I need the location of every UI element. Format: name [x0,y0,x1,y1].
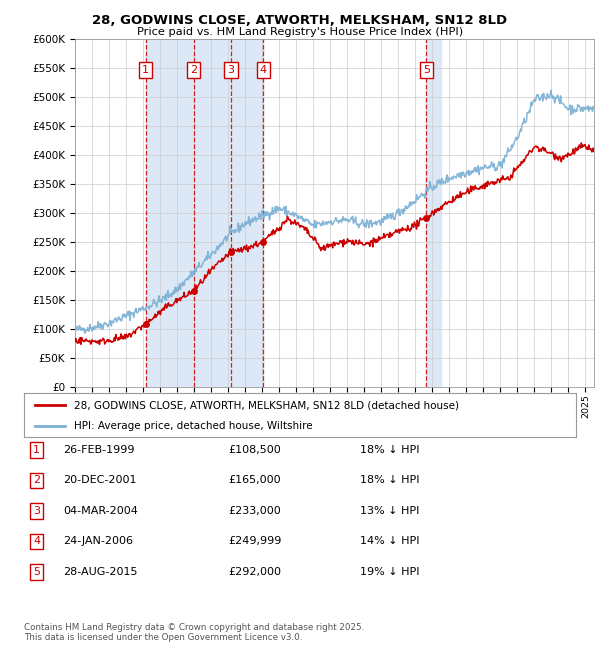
Text: 2: 2 [190,65,197,75]
Text: 3: 3 [227,65,235,75]
Text: £233,000: £233,000 [228,506,281,516]
Text: 5: 5 [423,65,430,75]
Text: 26-FEB-1999: 26-FEB-1999 [63,445,134,455]
Text: 28, GODWINS CLOSE, ATWORTH, MELKSHAM, SN12 8LD (detached house): 28, GODWINS CLOSE, ATWORTH, MELKSHAM, SN… [74,400,458,410]
Bar [146,39,194,387]
Text: 5: 5 [33,567,40,577]
Text: 1: 1 [142,65,149,75]
Text: 20-DEC-2001: 20-DEC-2001 [63,475,137,486]
Text: 3: 3 [33,506,40,516]
Text: 24-JAN-2006: 24-JAN-2006 [63,536,133,547]
Text: Price paid vs. HM Land Registry's House Price Index (HPI): Price paid vs. HM Land Registry's House … [137,27,463,37]
Text: 18% ↓ HPI: 18% ↓ HPI [360,445,419,455]
Text: 2: 2 [33,475,40,486]
Text: Contains HM Land Registry data © Crown copyright and database right 2025.
This d: Contains HM Land Registry data © Crown c… [24,623,364,642]
Text: 4: 4 [33,536,40,547]
Text: 4: 4 [260,65,267,75]
Bar [194,39,231,387]
Text: 13% ↓ HPI: 13% ↓ HPI [360,506,419,516]
Text: 19% ↓ HPI: 19% ↓ HPI [360,567,419,577]
Text: £292,000: £292,000 [228,567,281,577]
Text: 1: 1 [33,445,40,455]
Text: £165,000: £165,000 [228,475,281,486]
Text: £249,999: £249,999 [228,536,281,547]
Text: 28-AUG-2015: 28-AUG-2015 [63,567,137,577]
Text: 28, GODWINS CLOSE, ATWORTH, MELKSHAM, SN12 8LD: 28, GODWINS CLOSE, ATWORTH, MELKSHAM, SN… [92,14,508,27]
Bar [427,39,441,387]
Text: HPI: Average price, detached house, Wiltshire: HPI: Average price, detached house, Wilt… [74,421,313,430]
Text: 18% ↓ HPI: 18% ↓ HPI [360,475,419,486]
Text: 04-MAR-2004: 04-MAR-2004 [63,506,138,516]
Text: £108,500: £108,500 [228,445,281,455]
Text: 14% ↓ HPI: 14% ↓ HPI [360,536,419,547]
Bar [231,39,263,387]
